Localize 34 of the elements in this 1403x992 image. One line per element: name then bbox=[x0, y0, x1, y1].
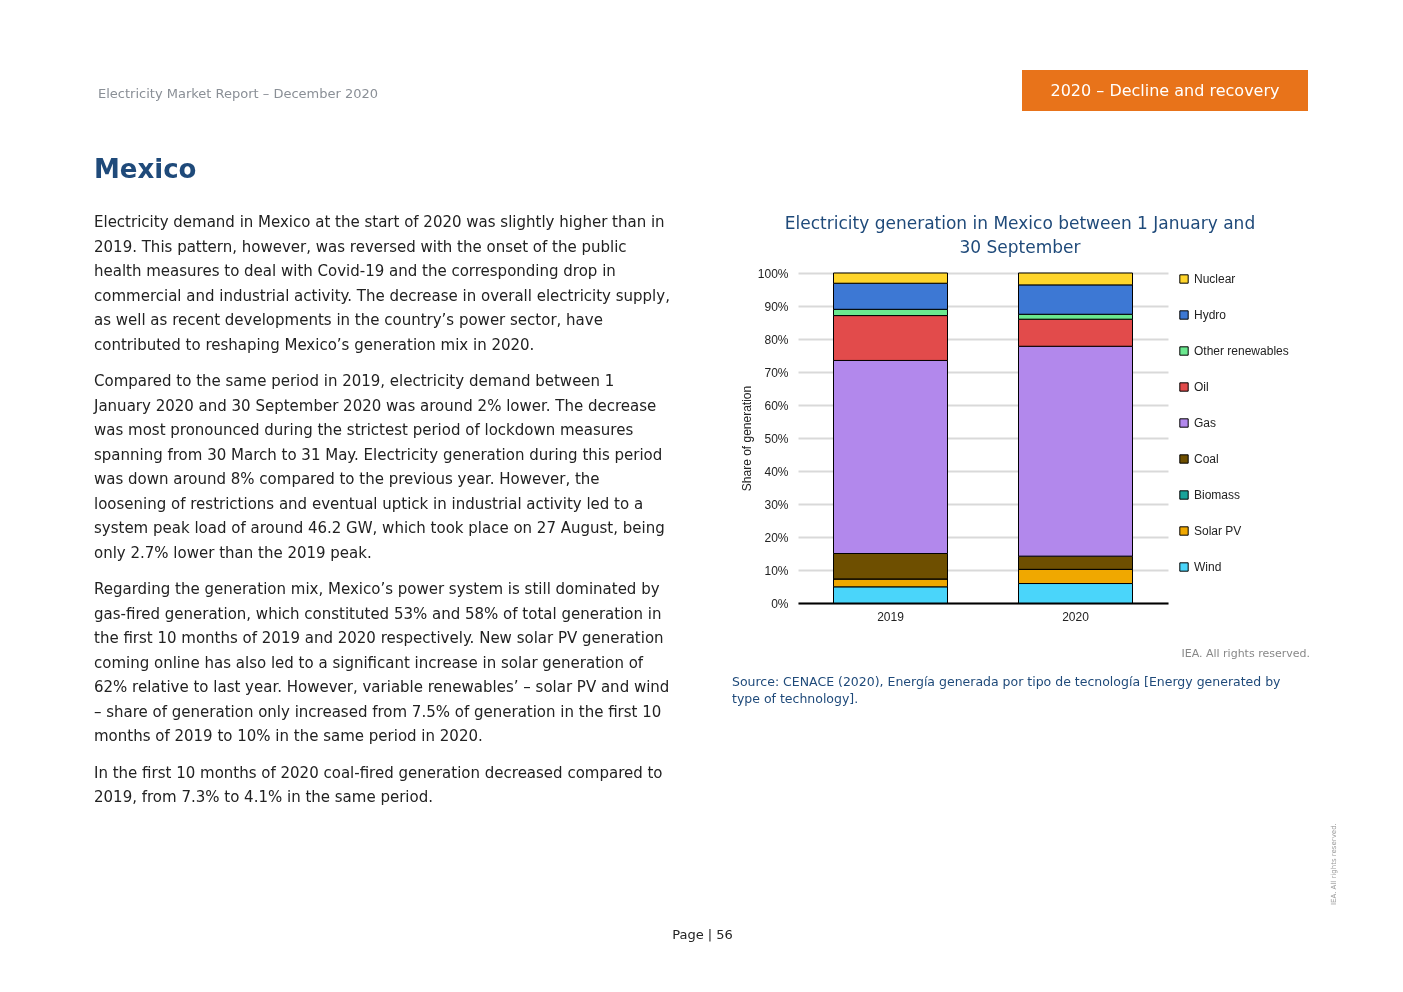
text: Electricity demand in Mexico at the start of 2020 was slightly higher than in 2019. This pattern, however, was reversed with the onset of the public health measures to deal with Covid-19 and the corresponding drop in commercial and industrial activity. The decrease in overall electricity supply, as well as recent developments in the country’s power sector, have contributed to reshaping Mexico’s generation mix in 2020. bbox=[94, 212, 671, 356]
y-tick-label: 0% bbox=[771, 596, 789, 611]
y-tick-label: 40% bbox=[764, 464, 789, 479]
y-tick-label: 60% bbox=[764, 398, 789, 413]
legend-label: Other renewables bbox=[1194, 344, 1289, 358]
text: 2020 – Decline and recovery bbox=[1022, 70, 1308, 111]
y-tick-label: 10% bbox=[764, 563, 789, 578]
legend-label: Nuclear bbox=[1194, 272, 1236, 286]
legend-label: Hydro bbox=[1194, 308, 1227, 322]
text: Page | 56 bbox=[671, 927, 734, 942]
text: Electricity Market Report – December 2020 bbox=[98, 86, 379, 101]
y-tick-label: 100% bbox=[757, 266, 789, 281]
y-tick-label: 50% bbox=[764, 431, 789, 446]
y-tick-label: 20% bbox=[764, 530, 789, 545]
text: In the first 10 months of 2020 coal-fired generation decreased compared to 2019, from 7.3% to 4.1% in the same period. bbox=[94, 762, 664, 808]
y-tick-label: 30% bbox=[764, 497, 789, 512]
legend-label: Coal bbox=[1194, 452, 1219, 466]
text: Compared to the same period in 2019, electricity demand between 1 January 2020 and 30 September 2020 was around 2% lower. The decrease was most pronounced during the strictest period of lockdown measures spanning from 30 March to 31 May. Electricity generation during this period was down around 8% compared to the previous year. However, the loosening of restrictions and eventual uptick in industrial activity led to a system peak load of around 46.2 GW, which took place on 27 August, being only 2.7% lower than the 2019 peak. bbox=[94, 371, 666, 564]
legend-label: Solar PV bbox=[1194, 524, 1242, 538]
y-axis-title: Share of generation bbox=[739, 385, 754, 492]
legend-label: Gas bbox=[1194, 416, 1217, 430]
x-tick-label: 2019 bbox=[877, 609, 905, 624]
source-note: Source: CENACE (2020), Energía generada por tipo de tecnología [Energy generated by type of technology]. bbox=[732, 673, 1282, 707]
text: Mexico bbox=[94, 154, 197, 184]
x-tick-label: 2020 bbox=[1062, 609, 1090, 624]
text: IEA. All rights reserved. bbox=[1180, 647, 1310, 660]
chart-title: Electricity generation in Mexico between 1 January and 30 September bbox=[783, 212, 1257, 259]
y-tick-label: 90% bbox=[764, 299, 789, 314]
legend-label: Oil bbox=[1194, 380, 1209, 394]
text: Regarding the generation mix, Mexico’s power system is still dominated by gas-fired generation, which constituted 53% and 58% of total generation in the first 10 months of 2019 and 2020 respectively. New solar PV generation coming online has also led to a significant increase in solar generation of 62% relative to last year. However, variable renewables’ – solar PV and wind – share of generation only increased from 7.5% of generation in the first 10 months of 2019 to 10% in the same period in 2020. bbox=[94, 579, 671, 747]
legend-label: Wind bbox=[1194, 560, 1222, 574]
y-tick-label: 80% bbox=[764, 332, 789, 347]
y-tick-label: 70% bbox=[764, 365, 789, 380]
legend-label: Biomass bbox=[1194, 488, 1241, 502]
